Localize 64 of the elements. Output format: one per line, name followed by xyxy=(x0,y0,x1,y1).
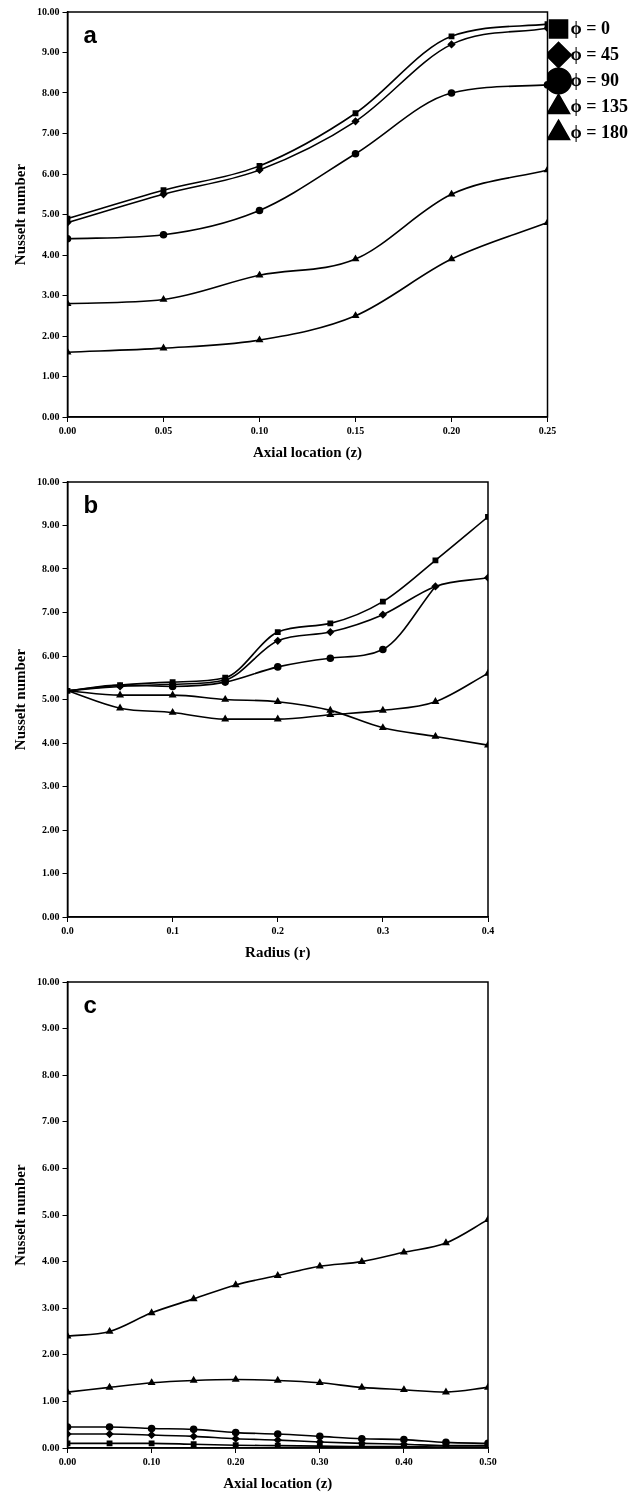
y-axis-title: Nusselt number xyxy=(11,648,28,751)
y-tick-label: 8.00 xyxy=(42,562,60,574)
x-axis-title: Axial location (z) xyxy=(252,443,363,461)
y-tick-label: 6.00 xyxy=(42,167,60,179)
y-tick-label: 4.00 xyxy=(42,736,60,748)
y-tick-label: 3.00 xyxy=(42,1301,60,1313)
x-tick-label: 0.10 xyxy=(250,424,269,436)
x-tick-label: 0.20 xyxy=(442,424,461,436)
x-tick-label: 0.25 xyxy=(538,424,557,436)
x-tick-label: 0.50 xyxy=(479,1455,497,1467)
y-tick-label: 8.00 xyxy=(42,1068,60,1080)
x-tick-label: 0.20 xyxy=(226,1455,245,1467)
legend-label: ϕ = 0 xyxy=(570,17,611,38)
y-tick-label: 9.00 xyxy=(42,1022,60,1034)
y-tick-label: 8.00 xyxy=(42,86,60,98)
y-tick-label: 5.00 xyxy=(42,693,60,705)
x-axis-title: Radius (r) xyxy=(245,943,311,961)
annotation: b xyxy=(83,490,99,518)
x-tick-label: 0.10 xyxy=(142,1455,161,1467)
x-tick-label: 0.3 xyxy=(376,924,390,936)
y-axis-title: Nusselt number xyxy=(11,1164,28,1266)
y-tick-label: 7.00 xyxy=(42,606,60,618)
legend-label: ϕ = 180 xyxy=(570,121,629,142)
y-tick-label: 5.00 xyxy=(42,208,60,220)
y-tick-label: 3.00 xyxy=(42,289,60,301)
y-tick-label: 1.00 xyxy=(42,370,60,382)
annotation: c xyxy=(83,990,97,1018)
y-tick-label: 3.00 xyxy=(42,780,60,792)
y-tick-label: 0.00 xyxy=(42,910,60,922)
y-tick-label: 6.00 xyxy=(42,649,60,661)
x-tick-label: 0.2 xyxy=(271,924,284,936)
x-tick-label: 0.00 xyxy=(58,424,77,436)
x-axis-title: Axial location (z) xyxy=(223,1474,333,1492)
y-tick-label: 2.00 xyxy=(42,823,60,835)
y-tick-label: 10.00 xyxy=(37,5,60,17)
y-tick-label: 4.00 xyxy=(42,1255,60,1267)
y-tick-label: 9.00 xyxy=(42,46,60,58)
y-tick-label: 2.00 xyxy=(42,329,60,341)
y-tick-label: 1.00 xyxy=(42,1394,60,1406)
y-tick-label: 7.00 xyxy=(42,1115,60,1127)
x-tick-label: 0.1 xyxy=(166,924,179,936)
x-tick-label: 0.00 xyxy=(58,1455,77,1467)
x-tick-label: 0.05 xyxy=(154,424,173,436)
x-tick-label: 0.30 xyxy=(311,1455,329,1467)
y-tick-label: 6.00 xyxy=(42,1161,60,1173)
y-tick-label: 2.00 xyxy=(42,1348,60,1360)
y-axis-title: Nusselt number xyxy=(11,163,28,266)
y-tick-label: 0.00 xyxy=(42,1441,60,1453)
y-tick-label: 7.00 xyxy=(42,127,60,139)
y-tick-label: 9.00 xyxy=(42,519,60,531)
x-tick-label: 0.40 xyxy=(395,1455,413,1467)
x-tick-label: 0.4 xyxy=(481,924,495,936)
y-tick-label: 1.00 xyxy=(42,867,60,879)
y-tick-label: 0.00 xyxy=(42,410,60,422)
y-tick-label: 5.00 xyxy=(42,1208,60,1220)
annotation: a xyxy=(83,20,98,48)
y-tick-label: 4.00 xyxy=(42,248,60,260)
y-tick-label: 10.00 xyxy=(37,975,60,987)
x-tick-label: 0.0 xyxy=(61,924,74,936)
x-tick-label: 0.15 xyxy=(346,424,365,436)
y-tick-label: 10.00 xyxy=(37,475,60,487)
legend-label: ϕ = 90 xyxy=(570,69,620,90)
legend-label: ϕ = 135 xyxy=(570,95,629,116)
legend-label: ϕ = 45 xyxy=(570,43,620,64)
